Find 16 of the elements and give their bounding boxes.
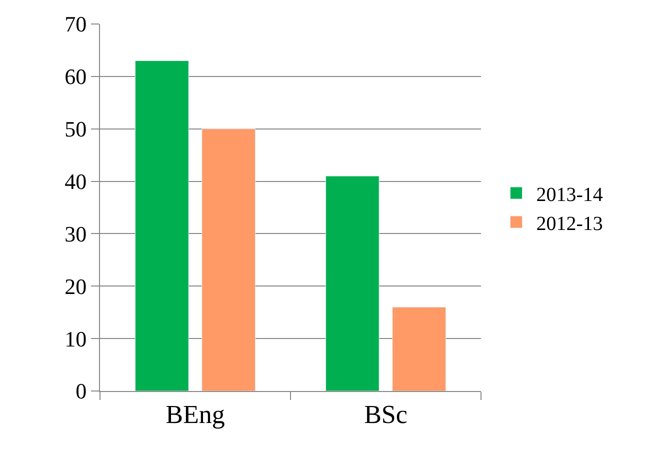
y-tick-label: 20 [64,274,87,299]
y-tick-label: 10 [64,326,87,352]
y-tick-label: 30 [64,221,87,246]
y-tick-label: 0 [76,378,87,404]
legend-label: 2012-13 [536,212,603,235]
bar [134,60,189,391]
y-tick-label: 70 [64,12,87,37]
bar [202,128,256,391]
x-tick-label: BEng [166,400,225,430]
legend-label: 2013-14 [536,184,603,206]
y-tick-label: 50 [64,116,87,142]
y-tick-label: 40 [64,168,87,194]
x-tick-label: BSc [364,400,408,430]
y-tick-label: 60 [64,64,87,90]
bar [325,176,380,391]
bar [392,306,446,391]
